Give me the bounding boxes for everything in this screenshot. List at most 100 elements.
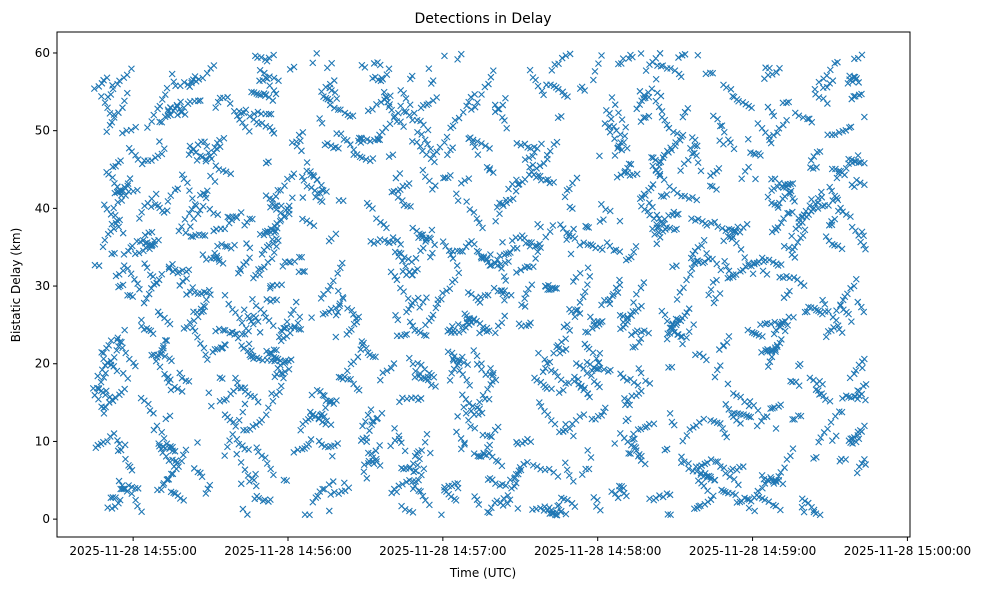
data-point (544, 176, 552, 183)
data-point (638, 194, 646, 201)
data-point (224, 93, 232, 101)
data-point (561, 193, 569, 201)
data-point (141, 260, 149, 268)
data-point (595, 60, 602, 68)
data-point (350, 311, 357, 318)
data-point (294, 319, 302, 327)
data-point (272, 206, 280, 213)
data-point (376, 462, 384, 469)
data-point (280, 334, 287, 342)
data-point (627, 253, 635, 261)
data-point (621, 132, 629, 140)
data-point (589, 76, 597, 84)
data-point (611, 101, 619, 109)
data-point (254, 108, 262, 116)
data-point (367, 237, 375, 245)
data-point (215, 325, 223, 333)
data-point (421, 136, 429, 144)
data-point (685, 465, 693, 473)
data-point (90, 85, 98, 93)
data-point (769, 404, 776, 412)
data-point (296, 313, 304, 321)
data-point (235, 416, 243, 424)
data-point (668, 324, 675, 332)
data-point (156, 102, 164, 110)
data-point (406, 318, 414, 326)
data-point (526, 66, 534, 74)
data-point (117, 446, 125, 454)
data-point (279, 262, 287, 270)
data-point (115, 109, 122, 117)
data-point (148, 241, 155, 249)
data-point (419, 244, 427, 252)
data-point (497, 499, 505, 507)
data-point (240, 306, 248, 314)
data-point (541, 355, 549, 363)
data-point (119, 344, 126, 352)
data-point (180, 79, 188, 86)
data-point (202, 157, 210, 165)
chart-title: Detections in Delay (414, 11, 551, 27)
data-point (221, 242, 229, 250)
data-point (165, 263, 173, 271)
data-point (377, 218, 384, 226)
data-point (625, 450, 632, 457)
data-point (112, 162, 120, 170)
data-point (124, 375, 132, 382)
data-point (173, 459, 181, 467)
data-point (758, 254, 766, 262)
data-point (593, 496, 601, 504)
data-point (203, 187, 211, 195)
data-point (822, 333, 830, 341)
data-point (104, 104, 111, 112)
data-point (230, 418, 237, 426)
data-point (501, 296, 508, 304)
data-point (116, 338, 124, 345)
data-point (776, 64, 783, 72)
data-point (313, 176, 321, 184)
data-point (462, 395, 470, 403)
data-point (446, 285, 454, 293)
data-point (454, 55, 461, 63)
data-point (407, 301, 415, 309)
data-point (157, 486, 165, 494)
data-point (625, 54, 633, 62)
data-point (598, 317, 606, 325)
data-point (536, 162, 544, 170)
data-point (485, 80, 492, 88)
data-point (316, 115, 324, 122)
data-point (274, 186, 282, 194)
data-point (656, 492, 663, 499)
data-point (200, 288, 208, 296)
data-point (761, 320, 769, 328)
data-point (663, 335, 671, 343)
data-point (719, 425, 727, 432)
data-point (492, 376, 500, 384)
data-point (292, 298, 300, 306)
data-point (350, 320, 358, 328)
data-point (828, 131, 836, 139)
data-point (830, 324, 837, 331)
data-point (590, 493, 598, 501)
data-point (593, 355, 600, 362)
data-point (492, 480, 499, 488)
data-point (465, 416, 472, 424)
data-point (343, 137, 351, 144)
x-tick-label: 2025-11-28 14:58:00 (534, 544, 661, 558)
data-point (101, 236, 109, 244)
data-point (496, 210, 503, 218)
data-point (786, 189, 793, 196)
data-point (764, 103, 772, 111)
data-point (824, 100, 831, 107)
data-point (795, 112, 803, 120)
data-point (255, 91, 262, 99)
data-point (581, 384, 589, 392)
data-point (596, 152, 603, 160)
data-point (376, 376, 384, 384)
data-point (285, 365, 293, 373)
data-point (169, 260, 176, 268)
data-point (559, 386, 567, 394)
data-point (432, 383, 439, 390)
data-point (347, 375, 355, 383)
data-point (854, 152, 862, 159)
